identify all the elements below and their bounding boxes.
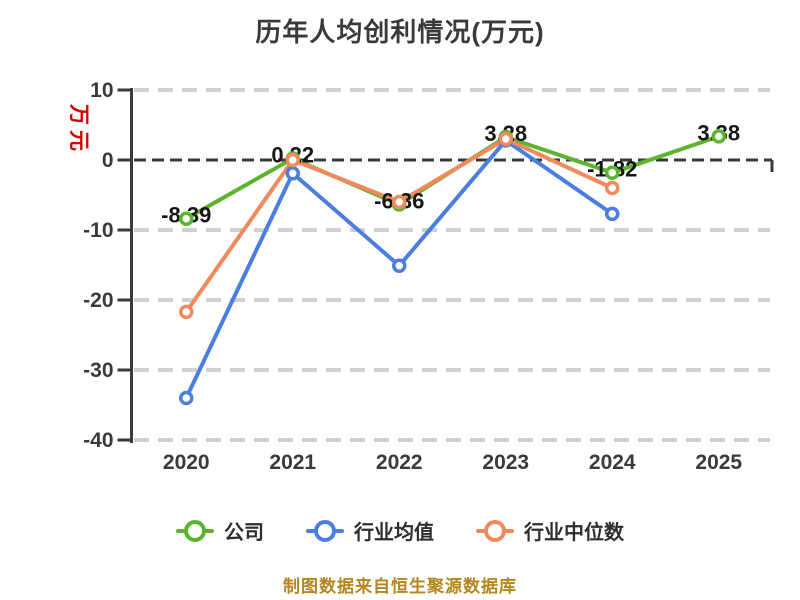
data-point-行业中位数	[392, 194, 407, 210]
x-tick-label: 2023	[482, 451, 529, 474]
y-tick-label: 0	[102, 149, 114, 172]
legend-label-industry-average: 行业均值	[354, 522, 434, 544]
data-point-行业均值	[285, 166, 300, 181]
x-tick-label: 2025	[695, 451, 742, 474]
x-tick-label: 2020	[163, 451, 210, 474]
data-point-行业中位数	[285, 152, 300, 168]
company-series-marker-icon	[176, 519, 214, 542]
y-tick-label: -40	[83, 429, 113, 452]
data-point-行业均值	[179, 390, 194, 406]
legend-item-company[interactable]: 公司	[176, 516, 264, 545]
data-point-行业均值	[392, 258, 407, 273]
y-tick-label: -30	[83, 359, 113, 382]
data-point-公司	[605, 165, 620, 180]
plot-area: 100-10-20-30-40202020212022202320242025-…	[83, 79, 774, 474]
y-tick-label: -20	[83, 289, 113, 312]
x-tick-label: 2022	[376, 451, 423, 474]
y-tick-label: -10	[83, 219, 113, 242]
data-point-行业均值	[605, 206, 620, 222]
legend-item-industry-median[interactable]: 行业中位数	[476, 516, 624, 545]
industry-median-series-marker-icon	[476, 519, 514, 542]
legend: 公司 行业均值 行业中位数	[0, 516, 800, 545]
x-tick-label: 2024	[589, 451, 636, 474]
industry-average-series-marker-icon	[306, 519, 344, 542]
data-point-公司	[711, 129, 726, 144]
chart-title: 历年人均创利情况(万元)	[255, 17, 545, 47]
series-line-行业中位数	[184, 137, 615, 314]
x-tick-label: 2021	[269, 451, 316, 474]
data-point-行业中位数	[498, 131, 513, 147]
legend-item-industry-average[interactable]: 行业均值	[306, 516, 434, 545]
y-tick-label: 10	[90, 79, 113, 102]
data-source-caption: 制图数据来自恒生聚源数据库	[283, 577, 517, 596]
data-point-行业中位数	[179, 304, 194, 320]
series-line-公司	[184, 134, 721, 221]
legend-label-company: 公司	[224, 522, 264, 544]
legend-label-industry-median: 行业中位数	[524, 522, 624, 544]
data-point-行业中位数	[605, 180, 620, 196]
data-point-公司	[179, 211, 194, 226]
